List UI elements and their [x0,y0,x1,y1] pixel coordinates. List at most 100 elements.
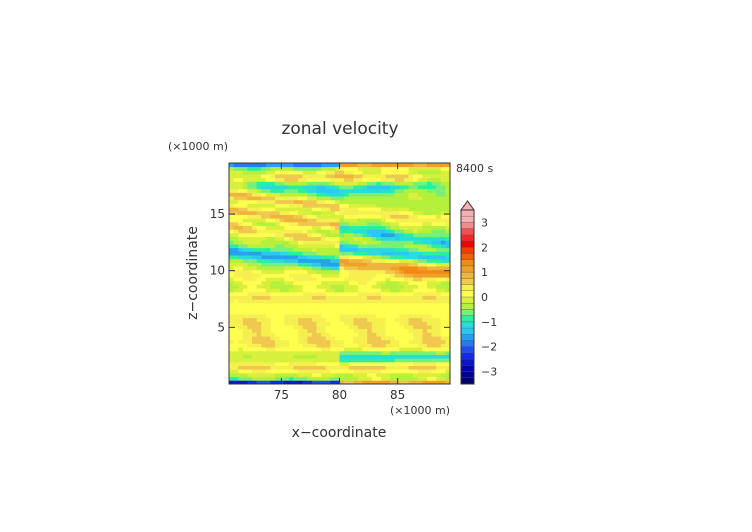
heatmap-cell [265,163,271,168]
heatmap-cell [242,295,248,300]
heatmap-cell [362,181,368,186]
heatmap-cell [265,229,271,234]
heatmap-cell [413,170,419,175]
heatmap-cell [445,240,451,245]
heatmap-cell [348,369,354,374]
heatmap-cell [261,295,267,300]
heatmap-cell [284,336,290,341]
heatmap-cell [252,221,258,227]
heatmap-cell [440,196,446,201]
heatmap-cell [339,207,345,212]
heatmap-cell [353,284,359,289]
heatmap-cell [376,336,382,341]
heatmap-cell [252,163,258,168]
heatmap-cell [279,302,285,308]
heatmap-cell [445,380,451,385]
heatmap-cell [279,277,285,282]
heatmap-cell [229,310,234,315]
heatmap-cell [325,295,331,300]
heatmap-cell [380,166,386,171]
heatmap-cell [311,284,317,289]
heatmap-cell [431,196,437,201]
heatmap-cell [242,269,248,274]
heatmap-cell [422,369,428,374]
heatmap-cell [394,221,400,227]
heatmap-cell [348,280,354,285]
heatmap-cell [238,185,244,190]
heatmap-cell [417,232,423,238]
heatmap-cell [330,314,336,319]
heatmap-cell [270,273,276,278]
heatmap-cell [233,376,239,381]
heatmap-cell [288,207,294,212]
heatmap-cell [275,291,281,296]
heatmap-cell [339,325,345,330]
heatmap-cell [307,163,313,168]
heatmap-cell [445,181,451,186]
heatmap-cell [238,288,244,293]
heatmap-cell [408,332,414,337]
heatmap-cell [293,163,299,168]
heatmap-cell [422,273,428,278]
heatmap-cell [408,181,414,186]
heatmap-cell [422,255,428,260]
heatmap-cell [261,369,267,374]
heatmap-cell [348,244,354,249]
heatmap-cell [298,210,304,215]
heatmap-cell [302,255,308,260]
heatmap-cell [417,174,423,179]
heatmap-cell [390,358,396,363]
heatmap-cell [408,236,414,241]
heatmap-cell [380,244,386,249]
heatmap-cell [390,369,396,374]
heatmap-cell [426,266,432,271]
heatmap-cell [242,251,248,256]
heatmap-cell [417,354,423,359]
heatmap-cell [357,347,363,352]
heatmap-cell [275,244,281,249]
heatmap-cell [436,358,442,363]
heatmap-cell [353,192,359,197]
heatmap-cell [339,277,345,282]
heatmap-cell [275,328,281,333]
heatmap-cell [399,188,405,193]
heatmap-cell [339,361,345,366]
heatmap-cell [288,247,294,252]
heatmap-cell [426,343,432,348]
heatmap-cell [376,188,382,193]
heatmap-cell [242,166,248,171]
heatmap-cell [357,262,363,267]
heatmap-cell [357,358,363,363]
heatmap-cell [330,277,336,282]
heatmap-cell [330,225,336,230]
heatmap-cell [353,361,359,366]
heatmap-cell [321,328,327,333]
heatmap-cell [252,251,258,256]
heatmap-cell [238,240,244,245]
heatmap-cell [321,225,327,230]
heatmap-cell [307,365,313,370]
heatmap-cell [353,273,359,278]
heatmap-cell [288,328,294,333]
heatmap-cell [238,280,244,285]
heatmap-cell [321,255,327,260]
heatmap-cell [261,284,267,289]
heatmap-cell [376,225,382,230]
heatmap-cell [380,314,386,319]
heatmap-cell [376,295,382,300]
heatmap-cell [380,369,386,374]
heatmap-cell [233,336,239,341]
heatmap-cell [252,380,258,385]
heatmap-cell [288,317,294,322]
heatmap-cell [293,196,299,201]
heatmap-cell [261,332,267,337]
heatmap-cell [302,347,308,352]
heatmap-cell [316,347,322,352]
colorbar-swatch [461,377,474,385]
heatmap-cell [357,365,363,370]
heatmap-cell [445,244,451,249]
heatmap-cell [362,336,368,341]
heatmap-cell [385,280,391,285]
heatmap-cell [371,218,377,223]
heatmap-cell [385,229,391,234]
